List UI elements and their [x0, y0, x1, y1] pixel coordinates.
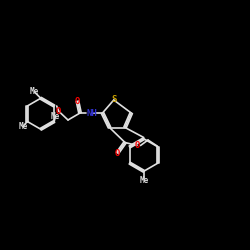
Text: Me: Me	[18, 122, 28, 131]
Text: Me: Me	[30, 88, 39, 96]
Text: Me: Me	[51, 112, 60, 121]
Text: O: O	[135, 141, 140, 150]
Text: O: O	[56, 107, 62, 116]
Text: O: O	[115, 148, 120, 158]
Text: O: O	[75, 97, 80, 106]
Text: Me: Me	[139, 176, 148, 185]
Text: S: S	[111, 96, 116, 104]
Text: NH: NH	[87, 108, 98, 118]
